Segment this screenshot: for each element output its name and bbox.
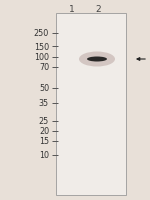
Text: 250: 250 [34, 29, 49, 38]
Text: 15: 15 [39, 137, 49, 146]
Text: 150: 150 [34, 42, 49, 51]
Text: 10: 10 [39, 151, 49, 160]
Ellipse shape [79, 52, 115, 67]
Text: 20: 20 [39, 127, 49, 136]
Text: 1: 1 [69, 5, 75, 14]
Text: 35: 35 [39, 99, 49, 108]
Text: 70: 70 [39, 63, 49, 72]
Text: 100: 100 [34, 53, 49, 62]
Ellipse shape [87, 57, 107, 62]
Text: 50: 50 [39, 84, 49, 93]
Text: 2: 2 [95, 5, 101, 14]
Bar [56, 14, 126, 195]
Text: 25: 25 [39, 117, 49, 126]
